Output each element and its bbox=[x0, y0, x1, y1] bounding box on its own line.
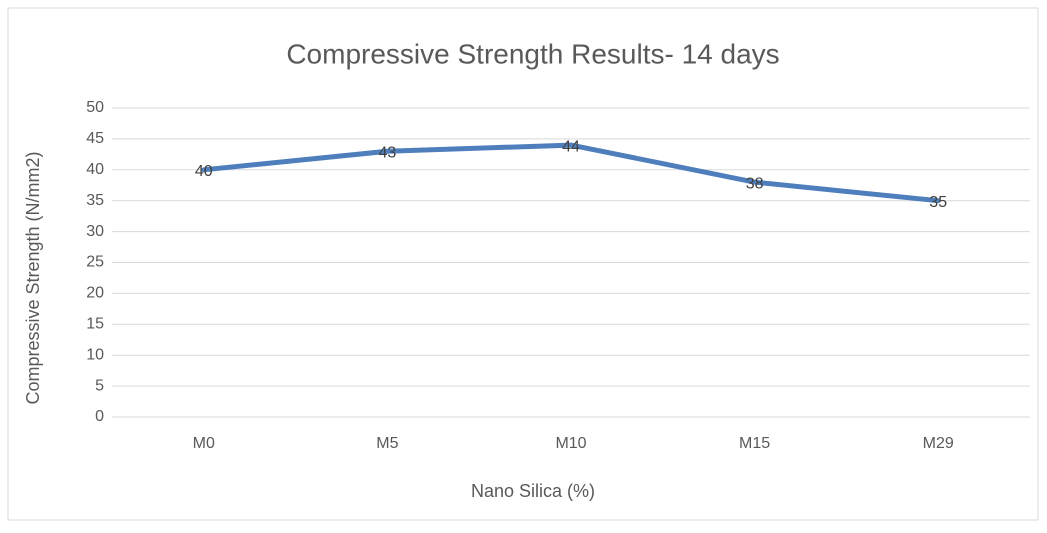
data-label: 38 bbox=[746, 175, 764, 192]
data-line bbox=[201, 142, 941, 204]
y-tick-label: 30 bbox=[86, 223, 104, 240]
x-tick-label: M10 bbox=[555, 435, 586, 452]
x-tick-label: M15 bbox=[739, 435, 770, 452]
chart-title: Compressive Strength Results- 14 days bbox=[286, 38, 779, 69]
y-tick-label: 25 bbox=[86, 254, 104, 271]
chart-border bbox=[7, 7, 1039, 521]
y-tick-label: 15 bbox=[86, 316, 104, 333]
y-tick-label: 0 bbox=[95, 408, 104, 425]
y-tick-label: 35 bbox=[86, 192, 104, 209]
y-tick-label: 10 bbox=[86, 346, 104, 363]
y-axis-label: Compressive Strength (N/mm2) bbox=[23, 151, 43, 404]
y-tick-label: 45 bbox=[86, 130, 104, 147]
y-tick-label: 50 bbox=[86, 99, 104, 116]
data-label: 35 bbox=[929, 194, 947, 211]
x-tick-label: M29 bbox=[923, 435, 954, 452]
data-label: 40 bbox=[195, 163, 213, 180]
x-tick-label: M0 bbox=[193, 435, 215, 452]
x-tick-label: M5 bbox=[376, 435, 398, 452]
data-label: 44 bbox=[562, 138, 580, 155]
y-tick-label: 5 bbox=[95, 377, 104, 394]
y-tick-label: 40 bbox=[86, 161, 104, 178]
y-tick-label: 20 bbox=[86, 285, 104, 302]
data-label: 43 bbox=[379, 144, 397, 161]
x-axis-label: Nano Silica (%) bbox=[471, 481, 595, 501]
